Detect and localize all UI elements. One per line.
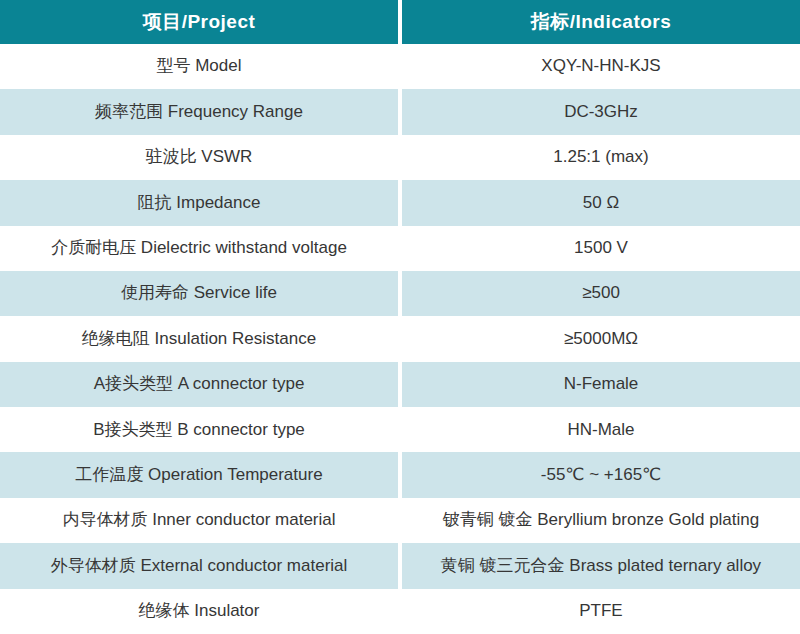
table-row: 使用寿命 Service life ≥500 bbox=[0, 271, 800, 316]
project-cell: 绝缘体 Insulator bbox=[0, 589, 398, 634]
project-cell: 介质耐电压 Dielectric withstand voltage bbox=[0, 226, 398, 271]
project-cell: 内导体材质 Inner conductor material bbox=[0, 498, 398, 543]
indicator-cell: HN-Male bbox=[402, 407, 800, 452]
indicator-cell: ≥500 bbox=[402, 271, 800, 316]
indicator-cell: 黄铜 镀三元合金 Brass plated ternary alloy bbox=[402, 543, 800, 588]
project-cell: 绝缘电阻 Insulation Resistance bbox=[0, 316, 398, 361]
project-cell: A接头类型 A connector type bbox=[0, 362, 398, 407]
header-cell-project: 项目/Project bbox=[0, 0, 398, 44]
spec-table: 项目/Project 指标/Indicators 型号 Model XQY-N-… bbox=[0, 0, 800, 634]
indicator-cell: ≥5000MΩ bbox=[402, 316, 800, 361]
table-row: 介质耐电压 Dielectric withstand voltage 1500 … bbox=[0, 226, 800, 271]
table-row: 阻抗 Impedance 50 Ω bbox=[0, 180, 800, 225]
indicator-cell: N-Female bbox=[402, 362, 800, 407]
project-cell: 型号 Model bbox=[0, 44, 398, 89]
spec-sheet-page: 项目/Project 指标/Indicators 型号 Model XQY-N-… bbox=[0, 0, 800, 634]
table-row: 驻波比 VSWR 1.25:1 (max) bbox=[0, 135, 800, 180]
table-row: 绝缘体 Insulator PTFE bbox=[0, 589, 800, 634]
header-cell-indicators: 指标/Indicators bbox=[402, 0, 800, 44]
indicator-cell: DC-3GHz bbox=[402, 89, 800, 134]
project-cell: 使用寿命 Service life bbox=[0, 271, 398, 316]
project-cell: 频率范围 Frequency Range bbox=[0, 89, 398, 134]
indicator-cell: PTFE bbox=[402, 589, 800, 634]
table-row: B接头类型 B connector type HN-Male bbox=[0, 407, 800, 452]
table-row: 工作温度 Operation Temperature -55℃ ~ +165℃ bbox=[0, 452, 800, 497]
table-row: 型号 Model XQY-N-HN-KJS bbox=[0, 44, 800, 89]
table-row: 绝缘电阻 Insulation Resistance ≥5000MΩ bbox=[0, 316, 800, 361]
project-cell: 阻抗 Impedance bbox=[0, 180, 398, 225]
indicator-cell: 1500 V bbox=[402, 226, 800, 271]
table-row: 外导体材质 External conductor material 黄铜 镀三元… bbox=[0, 543, 800, 588]
project-cell: 驻波比 VSWR bbox=[0, 135, 398, 180]
indicator-cell: 铍青铜 镀金 Beryllium bronze Gold plating bbox=[402, 498, 800, 543]
table-row: 内导体材质 Inner conductor material 铍青铜 镀金 Be… bbox=[0, 498, 800, 543]
indicator-cell: XQY-N-HN-KJS bbox=[402, 44, 800, 89]
project-cell: 工作温度 Operation Temperature bbox=[0, 452, 398, 497]
indicator-cell: -55℃ ~ +165℃ bbox=[402, 452, 800, 497]
project-cell: 外导体材质 External conductor material bbox=[0, 543, 398, 588]
indicator-cell: 1.25:1 (max) bbox=[402, 135, 800, 180]
project-cell: B接头类型 B connector type bbox=[0, 407, 398, 452]
table-header-row: 项目/Project 指标/Indicators bbox=[0, 0, 800, 44]
indicator-cell: 50 Ω bbox=[402, 180, 800, 225]
table-row: A接头类型 A connector type N-Female bbox=[0, 362, 800, 407]
table-row: 频率范围 Frequency Range DC-3GHz bbox=[0, 89, 800, 134]
